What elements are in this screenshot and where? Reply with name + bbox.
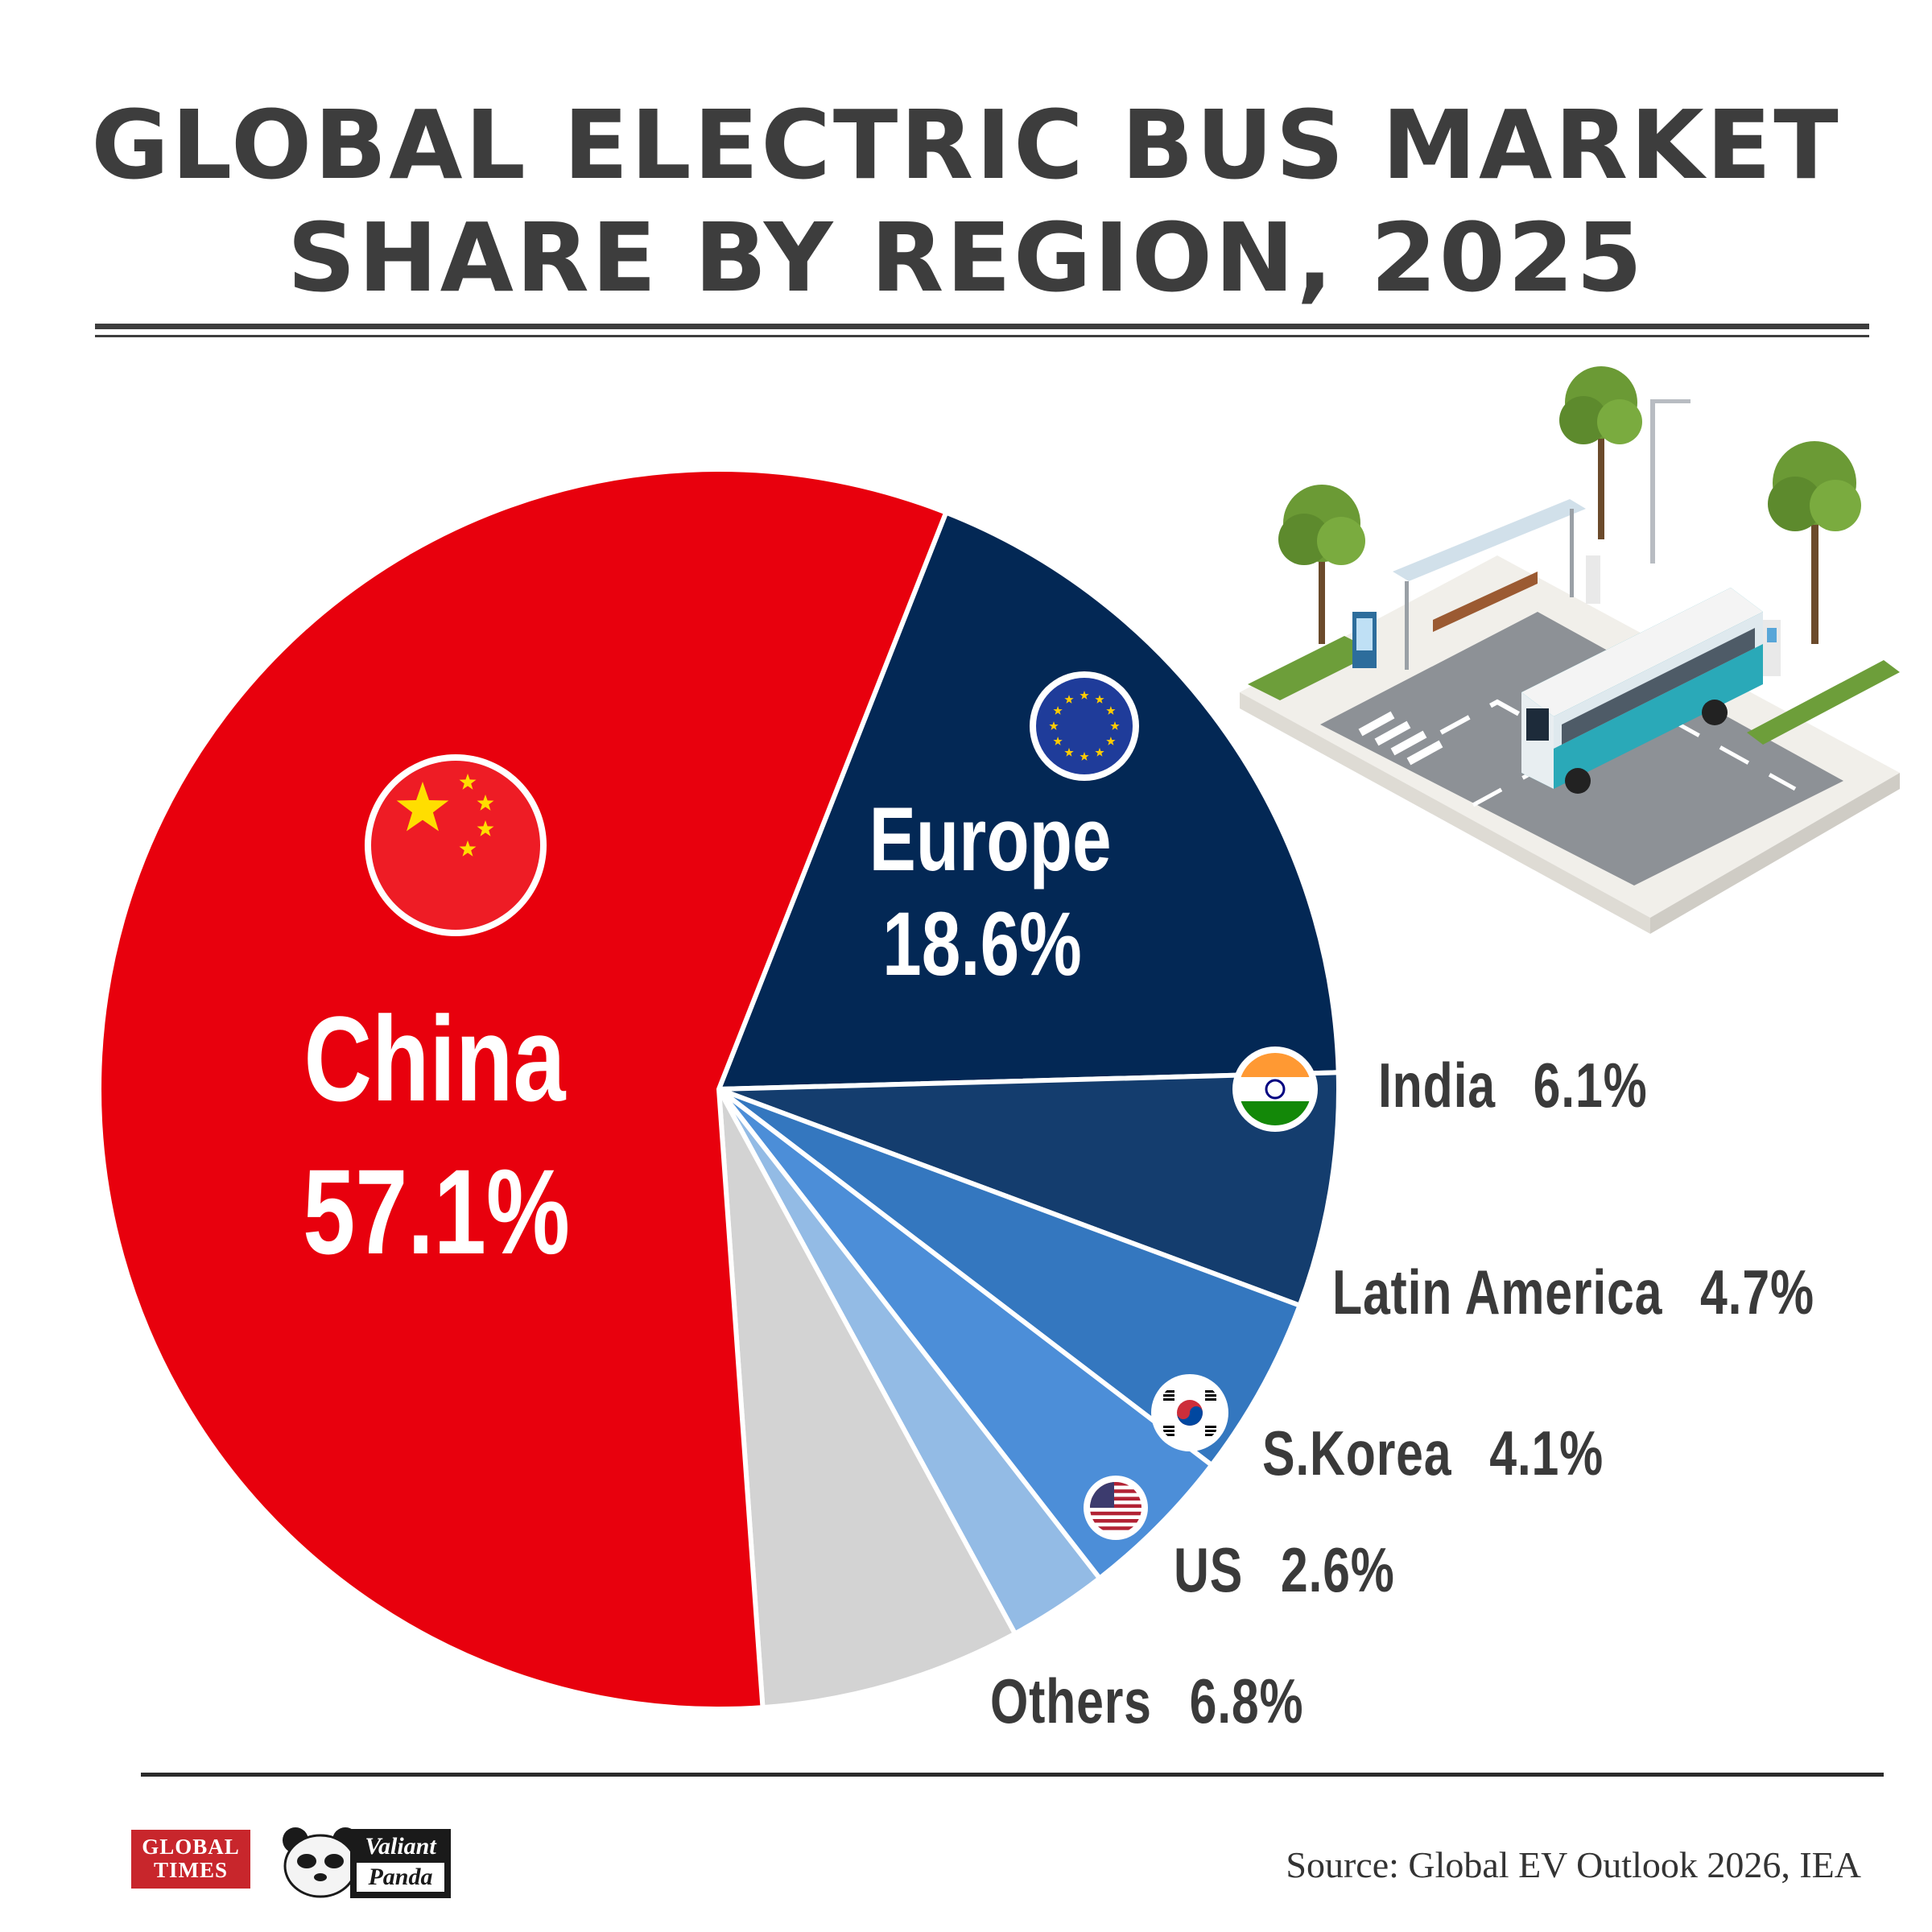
slice-label-others: Others 6.8% bbox=[990, 1665, 1303, 1737]
pie-slice-latin-america bbox=[716, 1087, 1302, 1468]
india-flag-icon bbox=[1232, 1046, 1318, 1132]
global-times-logo-line-2: TIMES bbox=[153, 1858, 229, 1882]
pie-slice-india bbox=[716, 1070, 1341, 1308]
title-line-2: SHARE BY REGION, 2025 bbox=[287, 202, 1645, 313]
valiant-panda-badge: Valiant Panda bbox=[350, 1829, 451, 1898]
slice-value-india: 6.1% bbox=[1533, 1050, 1648, 1121]
panda-icon bbox=[283, 1827, 358, 1898]
title-divider-thick bbox=[95, 324, 1869, 329]
slice-value-europe: 18.6% bbox=[882, 894, 1082, 994]
slice-label-india: India 6.1% bbox=[1378, 1049, 1647, 1121]
slice-value-latin-america: 4.7% bbox=[1700, 1257, 1814, 1327]
slice-label-us: US 2.6% bbox=[1174, 1534, 1395, 1606]
slice-name-us: US bbox=[1174, 1534, 1244, 1605]
slice-name-s-korea: S.Korea bbox=[1262, 1418, 1452, 1488]
slice-value-s-korea: 4.1% bbox=[1489, 1418, 1604, 1488]
slice-label-s-korea: S.Korea 4.1% bbox=[1262, 1417, 1604, 1489]
pie-slice-europe bbox=[716, 510, 1341, 1092]
slice-value-china: 57.1% bbox=[303, 1144, 570, 1279]
china-flag-icon bbox=[365, 754, 547, 936]
pie-slice-china bbox=[97, 467, 949, 1711]
slice-label-china: China bbox=[303, 991, 566, 1126]
slice-name-india: India bbox=[1378, 1050, 1496, 1121]
global-times-logo-line-1: GLOBAL bbox=[142, 1835, 240, 1859]
valiant-panda-logo: Valiant Panda bbox=[278, 1821, 455, 1901]
slice-name-latin-america: Latin America bbox=[1332, 1257, 1663, 1327]
slice-value-others: 6.8% bbox=[1189, 1666, 1304, 1736]
eu-flag-icon bbox=[1030, 671, 1139, 781]
title-line-1: GLOBAL ELECTRIC BUS MARKET bbox=[91, 89, 1841, 200]
chart-title: GLOBAL ELECTRIC BUS MARKET SHARE BY REGI… bbox=[0, 89, 1932, 314]
slice-label-latin-america: Latin America 4.7% bbox=[1332, 1256, 1814, 1328]
electric-bus-illustration bbox=[1240, 366, 1900, 934]
global-times-logo: GLOBAL TIMES bbox=[131, 1830, 250, 1889]
footer-divider bbox=[141, 1773, 1884, 1777]
slice-name-others: Others bbox=[990, 1666, 1152, 1736]
slice-label-europe: Europe bbox=[869, 789, 1112, 890]
title-divider-thin bbox=[95, 335, 1869, 337]
south-korea-flag-icon bbox=[1151, 1374, 1228, 1451]
us-flag-icon bbox=[1084, 1476, 1148, 1540]
valiant-panda-line-1: Valiant bbox=[365, 1833, 436, 1860]
valiant-panda-line-2: Panda bbox=[357, 1863, 444, 1892]
pie-slice-s-korea bbox=[716, 1087, 1215, 1581]
pie-slice-others bbox=[716, 1087, 1018, 1711]
source-note: Source: Global EV Outlook 2026, IEA bbox=[1286, 1844, 1861, 1885]
slice-value-us: 2.6% bbox=[1280, 1534, 1395, 1605]
